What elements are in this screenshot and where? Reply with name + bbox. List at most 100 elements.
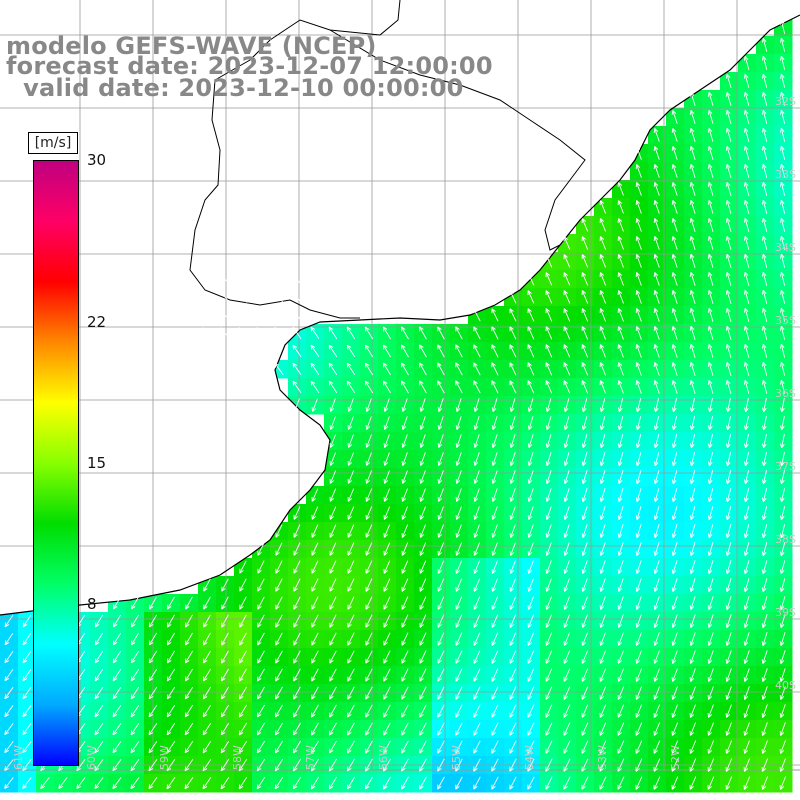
wind-arrow-head [22,714,28,718]
wind-arrow [564,434,570,448]
wind-arrow-head [564,480,569,485]
wind-arrow-head [653,380,656,385]
wind-arrow-head [221,732,226,736]
wind-arrow-head [330,498,334,502]
wind-arrow-head [455,750,460,754]
wind-arrow [654,416,660,430]
wind-arrow-head [635,497,638,502]
wind-arrow-head [474,426,479,431]
lon-label: 61W [12,745,25,770]
wind-arrow [708,488,714,502]
wind-arrow-head [384,444,389,448]
wind-arrow [22,741,32,753]
wind-arrow [762,596,768,610]
wind-arrow-head [672,624,677,628]
wind-arrow-head [743,110,746,115]
wind-arrow [564,398,570,412]
wind-arrow [292,308,302,322]
wind-arrow-head [725,695,728,700]
wind-arrow-head [762,181,767,186]
wind-arrow-head [744,425,746,430]
wind-arrow-head [654,326,659,330]
wind-arrow [654,380,660,394]
wind-arrow [617,686,625,700]
wind-arrow [582,542,588,556]
wind-arrow [708,146,714,160]
wind-arrow-head [654,570,659,575]
wind-arrow-head [202,730,205,735]
wind-arrow [780,146,786,160]
wind-arrow [293,632,301,646]
wind-arrow-head [635,407,638,412]
wind-arrow-head [275,750,280,754]
wind-arrow [636,524,642,538]
wind-arrow [238,327,248,339]
wind-arrow-head [474,588,478,592]
wind-arrow-head [743,713,746,718]
wind-arrow-head [4,786,9,789]
wind-arrow-head [274,326,280,330]
wind-arrow [256,776,266,790]
wind-arrow [239,632,247,646]
wind-arrow-head [707,362,710,367]
wind-arrow [618,488,624,502]
wind-arrow-head [275,552,280,556]
wind-arrow-head [348,408,353,412]
wind-arrow-head [545,479,548,484]
wind-arrow-head [274,309,277,314]
wind-arrow-head [726,768,730,772]
wind-arrow-head [527,768,532,772]
wind-arrow-head [130,678,136,682]
wind-arrow-head [762,642,767,647]
wind-arrow-head [762,696,767,700]
wind-arrow-head [528,444,533,449]
wind-arrow-head [509,642,514,646]
wind-arrow [618,344,624,358]
wind-arrow [672,236,678,250]
wind-arrow [780,362,786,376]
wind-arrow-head [582,408,587,413]
wind-arrow-head [491,308,496,312]
wind-arrow-head [4,768,9,771]
wind-arrow-head [527,362,532,366]
wind-arrow [545,758,553,772]
wind-arrow [148,758,158,772]
wind-arrow-head [708,271,713,276]
wind-arrow-head [365,380,370,384]
border-uruguay-river [189,79,360,319]
wind-arrow-head [274,327,277,332]
wind-arrow [239,686,247,700]
wind-arrow-head [113,624,118,628]
wind-arrow [762,236,768,250]
wind-arrow-head [419,660,424,664]
wind-arrow-head [292,381,295,386]
wind-arrow-head [545,407,548,412]
wind-arrow [383,524,391,538]
wind-arrow [636,326,642,340]
wind-arrow [600,470,606,484]
wind-arrow [256,291,266,303]
wind-arrow-head [743,182,746,187]
wind-arrow [437,326,445,340]
wind-arrow-head [779,587,782,592]
wind-arrow-head [474,408,479,413]
wind-arrow-head [780,624,785,629]
wind-arrow-head [437,768,442,772]
wind-arrow [22,614,32,628]
wind-arrow [636,596,642,610]
wind-arrow [148,777,158,789]
wind-arrow-head [762,714,767,718]
wind-arrow [274,309,284,321]
wind-arrow [762,326,768,340]
wind-arrow [762,56,768,70]
wind-arrow [473,758,481,772]
wind-arrow [545,704,553,718]
wind-arrow [112,686,122,700]
wind-arrow-head [510,624,514,628]
wind-arrow-head [671,326,674,331]
wind-arrow-head [256,784,259,789]
wind-arrow [545,776,553,790]
wind-arrow-head [564,660,568,664]
wind-arrow [167,614,175,628]
wind-arrow-head [618,552,623,556]
